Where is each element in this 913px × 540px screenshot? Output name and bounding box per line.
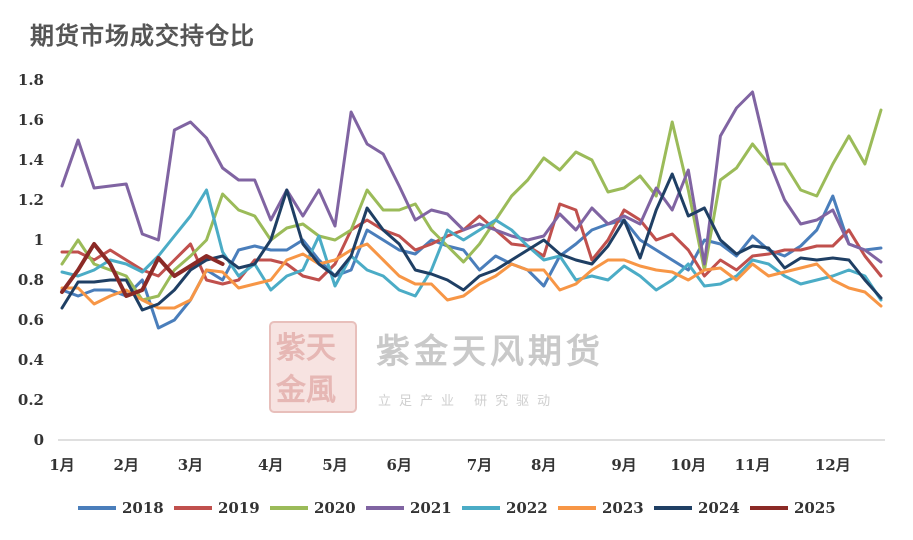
x-tick-label: 10月: [670, 456, 706, 474]
x-tick-label: 11月: [735, 456, 771, 474]
y-tick-label: 0: [34, 431, 44, 449]
y-tick-label: 1.8: [18, 71, 44, 89]
series-line-2023: [60, 242, 883, 310]
x-tick-label: 2月: [114, 456, 139, 474]
chart-title: 期货市场成交持仓比: [30, 22, 255, 50]
svg-text:金風: 金風: [275, 373, 336, 408]
y-tick-label: 0.8: [18, 271, 44, 289]
legend-label-2018: 2018: [122, 499, 164, 517]
series-line-2024: [60, 172, 883, 312]
watermark-seal: [269, 321, 357, 413]
x-tick-label: 5月: [322, 456, 347, 474]
x-tick-label: 9月: [611, 456, 636, 474]
x-tick-label: 8月: [531, 456, 556, 474]
legend-label-2020: 2020: [314, 499, 356, 517]
legend-label-2022: 2022: [506, 499, 548, 517]
series-line-2019: [60, 202, 883, 286]
y-tick-label: 1.2: [18, 191, 44, 209]
series-line-2022: [60, 188, 883, 302]
y-tick-label: 0.6: [18, 311, 44, 329]
svg-text:紫金天风期货: 紫金天风期货: [376, 332, 604, 372]
legend-label-2019: 2019: [218, 499, 260, 517]
x-tick-label: 12月: [815, 456, 851, 474]
x-tick-label: 7月: [467, 456, 492, 474]
x-tick-label: 3月: [178, 456, 203, 474]
series-line-2020: [60, 108, 883, 302]
y-tick-label: 1: [34, 231, 44, 249]
legend-label-2023: 2023: [602, 499, 644, 517]
series-line-2025: [60, 242, 225, 298]
svg-text:紫天: 紫天: [276, 331, 336, 366]
x-tick-label: 4月: [258, 456, 283, 474]
svg-text:立足产业 研究驱动: 立足产业 研究驱动: [378, 394, 558, 409]
y-tick-label: 0.2: [18, 391, 44, 409]
legend-label-2025: 2025: [794, 499, 836, 517]
y-tick-label: 0.4: [18, 351, 44, 369]
y-tick-label: 1.4: [18, 151, 44, 169]
x-tick-label: 6月: [387, 456, 412, 474]
x-tick-label: 1月: [49, 456, 74, 474]
watermark: 紫天 金風 紫金天风期货 立足产业 研究驱动: [269, 321, 604, 413]
legend-label-2021: 2021: [410, 499, 452, 517]
y-tick-label: 1.6: [18, 111, 44, 129]
legend-label-2024: 2024: [698, 499, 740, 517]
series-line-2021: [60, 90, 883, 266]
